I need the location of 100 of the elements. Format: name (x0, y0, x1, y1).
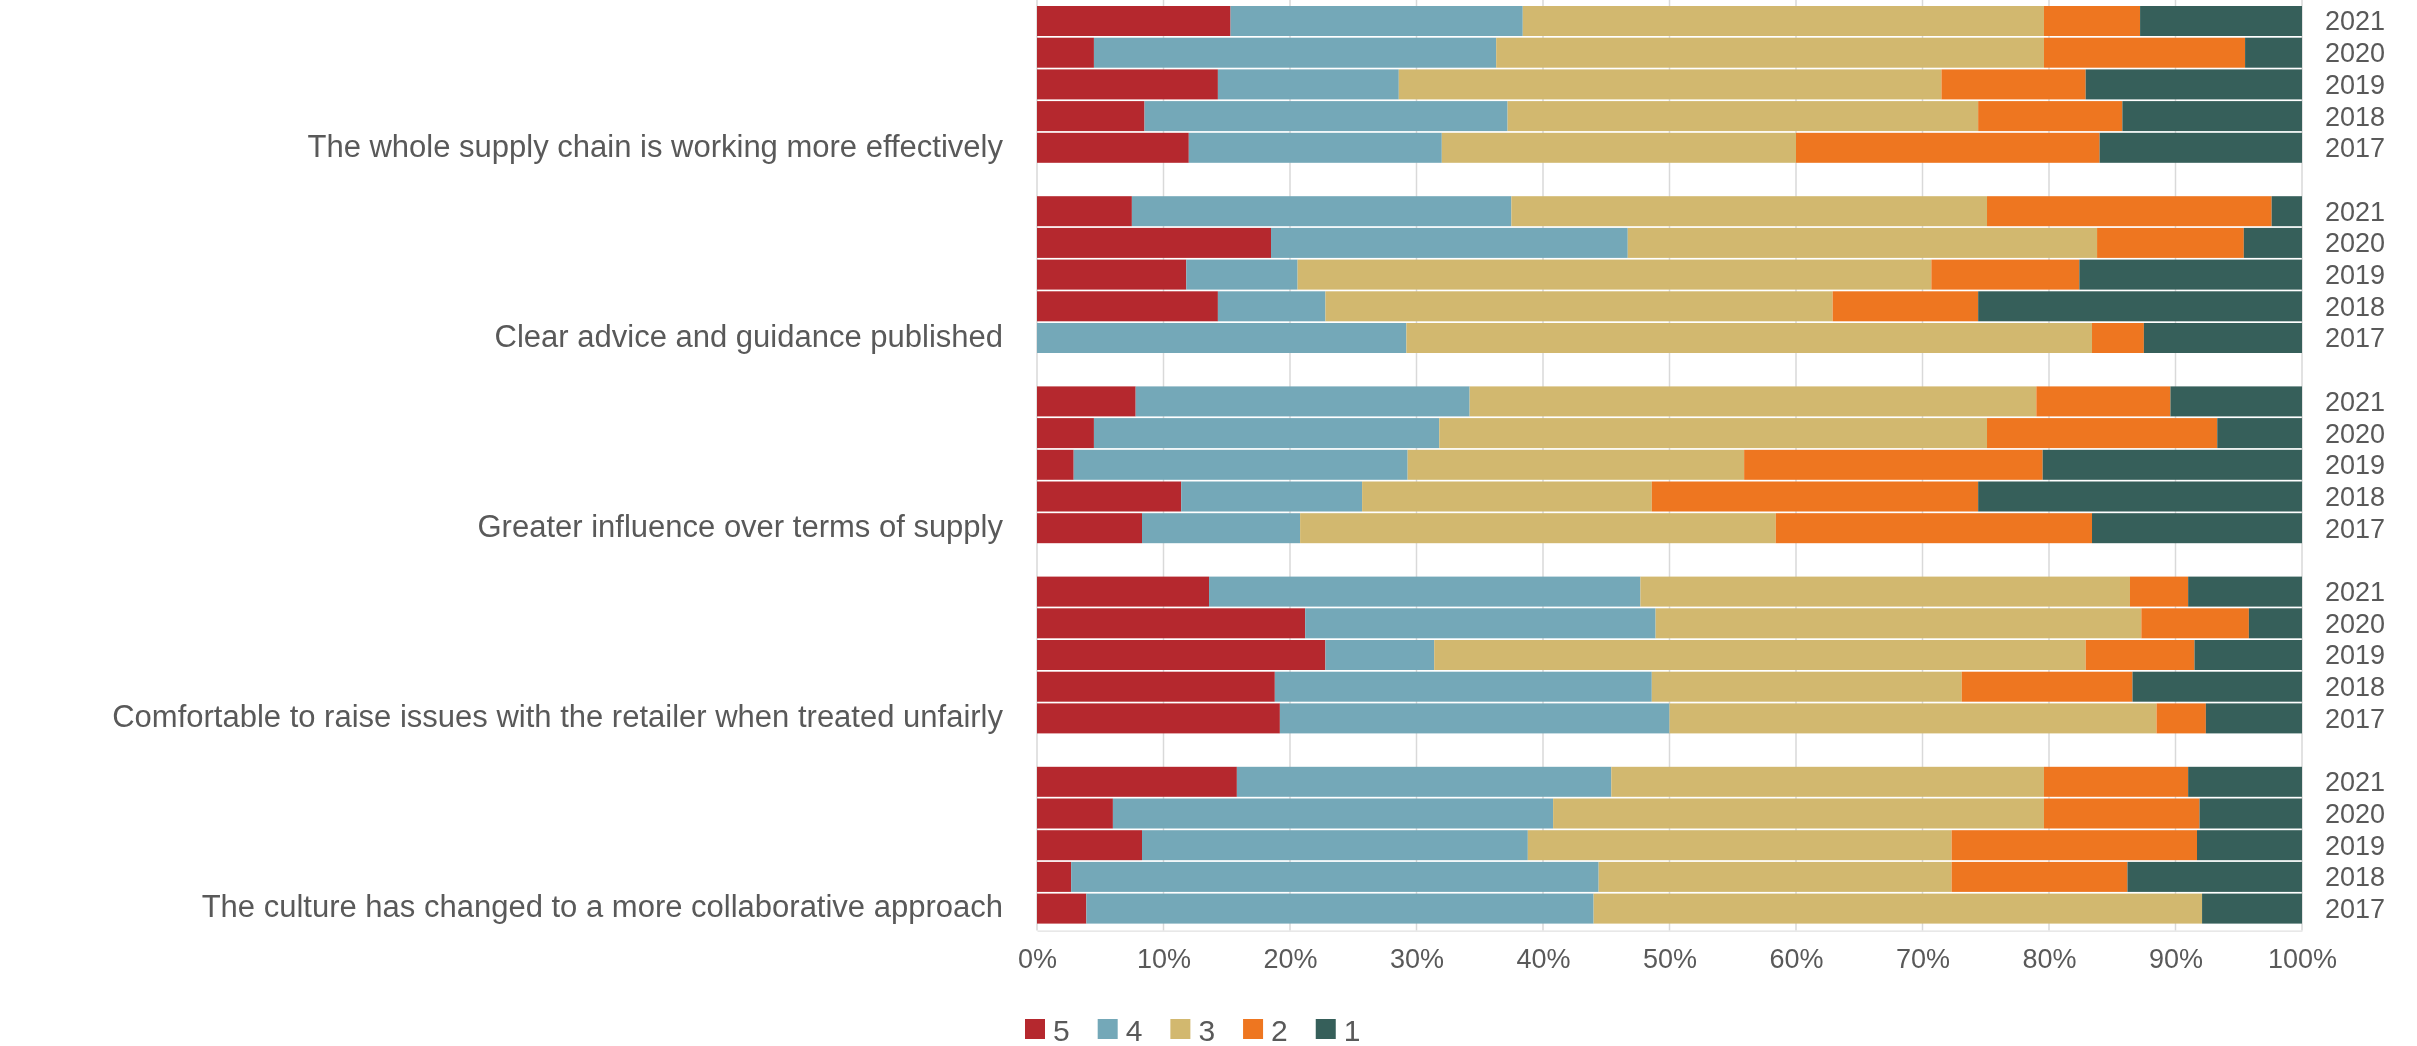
bar (1131, 196, 1512, 227)
bar (1439, 418, 1988, 449)
bar (2036, 386, 2171, 417)
bar (1230, 6, 1523, 36)
bar (2127, 861, 2302, 892)
y-tick-label: 2017 (2325, 894, 2386, 925)
bar (2099, 132, 2302, 163)
bar (2217, 418, 2303, 449)
text: The culture has changed to a more collaborative approach (201, 889, 1003, 925)
y-tick-label: 2021 (2325, 386, 2386, 417)
y-tick-label: 2018 (2325, 672, 2386, 703)
y-tick-label: 2018 (2325, 481, 2386, 512)
x-tick-label: 10% (1136, 943, 1192, 974)
bar (1407, 449, 1745, 480)
bar (1796, 132, 2100, 163)
bar (1522, 6, 2044, 36)
x-tick-label: 60% (1769, 943, 1824, 974)
bar (1271, 227, 1628, 258)
bar (1441, 132, 1796, 163)
bar (1627, 227, 2098, 258)
y-tick-label: 2019 (2325, 260, 2386, 291)
bar (2194, 640, 2303, 670)
x-tick-label: 40% (1516, 943, 1571, 974)
legend-label: 5 (1053, 1013, 1070, 1046)
y-tick-label: 2020 (2325, 798, 2386, 829)
x-tick-label: 20% (1263, 943, 1318, 974)
y-tick-label: 2021 (2325, 577, 2386, 608)
bar (2085, 640, 2195, 670)
bar (1071, 861, 1599, 892)
bar (1037, 101, 1145, 132)
bar (1144, 101, 1508, 132)
y-tick-label: 2019 (2325, 830, 2386, 861)
bar (1037, 449, 1074, 480)
bar (1037, 640, 1326, 670)
y-tick-label: 2019 (2325, 69, 2386, 100)
bar (1037, 227, 1272, 258)
bar (1951, 861, 2128, 892)
legend-label: 4 (1125, 1013, 1143, 1046)
bar (2043, 766, 2189, 797)
bar (2092, 323, 2144, 353)
bar (1188, 132, 1442, 163)
y-tick-label: 2018 (2325, 862, 2386, 893)
x-tick-label: 0% (1017, 943, 1058, 974)
bar (1073, 449, 1408, 480)
y-tick-label: 2020 (2325, 608, 2386, 639)
bar (2143, 323, 2303, 353)
bar (2140, 6, 2302, 36)
bar (2156, 703, 2206, 734)
y-tick-label: 2017 (2325, 513, 2386, 544)
bar (1093, 418, 1440, 449)
bar (1037, 766, 1237, 797)
legend-label: 1 (1343, 1013, 1361, 1046)
y-tick-label: 2020 (2325, 38, 2386, 69)
bar (1434, 640, 2086, 670)
bar (1037, 893, 1087, 924)
x-tick-label: 70% (1895, 943, 1951, 974)
x-tick-label: 100% (2267, 943, 2338, 974)
bar (1037, 196, 1132, 227)
y-tick-label: 2017 (2325, 133, 2386, 164)
bar (1598, 861, 1952, 892)
bar (1406, 323, 2093, 353)
y-tick-label: 2017 (2325, 703, 2386, 734)
bar (1325, 640, 1435, 670)
bar (1511, 196, 1988, 227)
y-tick-label: 2018 (2325, 291, 2386, 322)
bar (1236, 766, 1612, 797)
bar (1037, 386, 1136, 417)
text: The whole supply chain is working more effectively (307, 128, 1004, 164)
y-tick-label: 2019 (2325, 450, 2386, 481)
y-tick-label: 2017 (2325, 323, 2386, 354)
bar (2043, 6, 2141, 36)
bar (2188, 766, 2302, 797)
bar (2042, 449, 2303, 480)
bar (2097, 227, 2244, 258)
x-tick-label: 90% (2148, 943, 2204, 974)
bar (2243, 227, 2302, 258)
bar (2170, 386, 2302, 417)
bar (1744, 449, 2043, 480)
bar (1037, 323, 1407, 353)
text: Clear advice and guidance published (494, 318, 1003, 354)
bar (2271, 196, 2302, 227)
y-tick-label: 2019 (2325, 640, 2386, 671)
text: Greater influence over terms of supply (477, 509, 1004, 545)
bar (1987, 196, 2272, 227)
y-tick-label: 2021 (2325, 6, 2386, 37)
bar (1961, 671, 2133, 702)
text: Comfortable to raise issues with the retailer when treated unfairly (112, 699, 1004, 735)
legend-label: 3 (1198, 1013, 1216, 1046)
y-tick-label: 2020 (2325, 228, 2386, 259)
bar (1978, 101, 2123, 132)
y-tick-label: 2021 (2325, 196, 2386, 227)
bar (1469, 386, 2037, 417)
legend-label: 2 (1271, 1013, 1288, 1046)
bar (1037, 418, 1094, 449)
bar (1987, 418, 2218, 449)
bar (1611, 766, 2044, 797)
bar (2202, 893, 2302, 924)
y-tick-label: 2018 (2325, 101, 2386, 132)
bar (1086, 893, 1594, 924)
bar (1593, 893, 2203, 924)
